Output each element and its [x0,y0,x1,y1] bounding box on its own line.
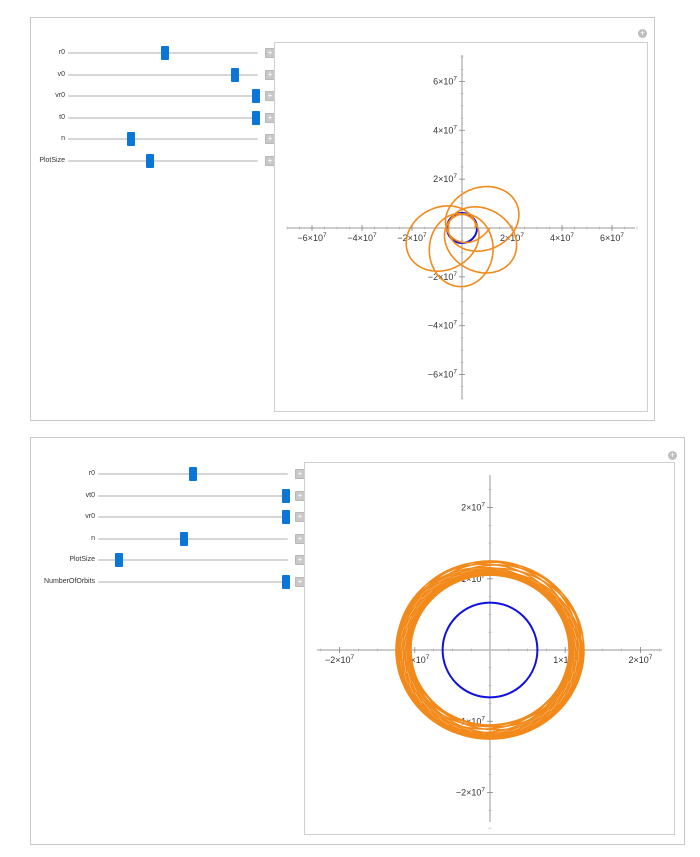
slider-label: NumberOfOrbits [44,577,95,585]
orbit-path [405,185,520,288]
x-tick-label: −2×107 [325,654,355,665]
slider-track[interactable] [68,73,258,76]
x-tick-label: −6×107 [297,232,327,243]
slider-row-vr0: vr0 + [55,89,278,103]
orbit-plot-1: −6×107 −4×107 −2×107 2×107 4×107 6×107 6×107 4×… [274,42,648,412]
slider-row-v0: v0 + [58,67,278,82]
slider-label: vr0 [85,513,95,520]
x-tick-label: 2×107 [500,232,524,243]
y-tick-label: −2×107 [456,787,486,798]
y-tick-label: 2×107 [433,173,457,184]
central-body-circle [441,601,539,699]
slider-row-vt0: vt0 + [86,488,308,503]
x-tick-label: −4×107 [347,232,377,243]
slider-label: PlotSize [39,156,65,164]
slider-row-plotsize: PlotSize + [39,153,278,168]
slider-thumb[interactable] [252,110,261,125]
slider-label: t0 [59,113,65,121]
slider-row-vr0: vr0 + [85,510,308,524]
y-tick-label: −1×107 [456,715,486,726]
x-tick-label: 2×107 [628,654,652,665]
slider-label: v0 [57,70,65,78]
slider-label: vt0 [85,491,95,499]
slider-thumb[interactable] [252,89,261,103]
x-tick-label: 4×107 [550,232,574,243]
slider-row-n: n + [91,531,308,546]
x-tick-label: 6×107 [600,232,624,243]
x-tick-label: −1×107 [400,654,430,665]
slider-thumb[interactable] [126,132,135,146]
slider-track[interactable] [98,516,288,518]
slider-thumb[interactable] [145,153,154,168]
slider-row-r0: r0 + [89,467,308,481]
slider-track[interactable] [98,537,288,540]
slider-thumb[interactable] [160,46,169,60]
slider-thumb[interactable] [282,574,291,589]
slider-thumb[interactable] [114,553,123,567]
expand-icon[interactable]: + [668,450,677,460]
y-tick-label: 6×107 [433,75,457,86]
expand-icon[interactable]: + [638,28,647,38]
slider-row-plotsize: PlotSize + [69,553,308,567]
orbit-chart-2: −2×107 −1×107 1×107 2×1072×1071×107−1×107−2… [317,475,662,829]
x-tick-label: −2×107 [397,232,427,243]
slider-label: n [91,534,95,542]
y-tick-label: 2×107 [461,502,485,513]
orbit-plot-2: −2×107 −1×107 1×107 2×107 2×107 1×107 −1×107 −2… [304,462,675,835]
y-tick-label: −4×107 [428,320,458,331]
slider-label: PlotSize [69,556,95,563]
slider-track[interactable] [68,95,258,97]
slider-row-t0: t0 + [59,110,278,125]
slider-track[interactable] [98,559,288,561]
slider-track[interactable] [98,580,288,583]
slider-thumb[interactable] [189,467,197,481]
slider-label: r0 [88,470,95,477]
slider-label: vr0 [55,92,65,99]
slider-track[interactable] [68,138,258,140]
slider-track[interactable] [98,494,288,497]
slider-label: n [61,135,65,142]
slider-thumb[interactable] [231,67,240,82]
slider-thumb[interactable] [282,510,291,524]
slider-row-r0: r0 + [59,46,278,60]
y-tick-label: 4×107 [433,124,457,135]
orbit-path [395,560,585,740]
orbit-chart-1: −6×107 −4×107 −2×107 2×107 4×107 6×107 6×107 4×… [286,55,638,400]
slider-row-numberoforbits: NumberOfOrbits + [44,574,308,589]
slider-track[interactable] [68,159,258,162]
slider-row-n: n + [61,132,278,146]
y-tick-label: −6×107 [428,369,458,380]
slider-thumb[interactable] [179,531,188,546]
y-tick-label: −2×107 [428,271,458,282]
slider-thumb[interactable] [282,488,291,503]
slider-label: r0 [58,49,65,56]
slider-track[interactable] [68,116,258,119]
